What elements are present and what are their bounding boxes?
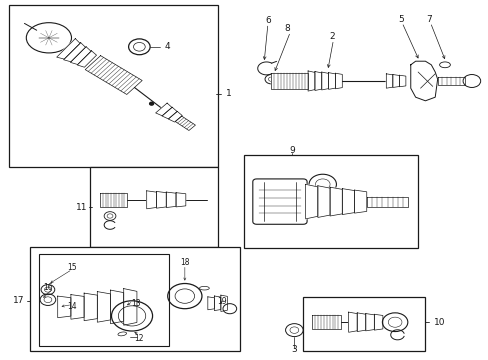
Circle shape [387, 317, 401, 327]
Polygon shape [311, 315, 341, 329]
Polygon shape [305, 184, 317, 219]
Circle shape [38, 30, 60, 46]
Text: 4: 4 [164, 42, 170, 51]
Polygon shape [386, 74, 392, 88]
Polygon shape [77, 51, 96, 67]
Polygon shape [71, 294, 84, 319]
Polygon shape [97, 292, 110, 322]
Polygon shape [176, 193, 185, 207]
Text: 12: 12 [134, 334, 144, 343]
Bar [39, 254, 168, 346]
Circle shape [382, 313, 407, 332]
Text: 15: 15 [67, 263, 77, 272]
Polygon shape [321, 72, 328, 90]
Polygon shape [155, 103, 172, 116]
Polygon shape [166, 192, 176, 207]
Polygon shape [100, 193, 127, 207]
Polygon shape [354, 190, 366, 213]
Text: 16: 16 [43, 284, 53, 292]
Ellipse shape [26, 23, 71, 53]
Text: 2: 2 [329, 32, 335, 41]
Polygon shape [271, 73, 307, 89]
Polygon shape [168, 111, 182, 122]
Polygon shape [365, 314, 374, 331]
Polygon shape [317, 186, 329, 217]
Bar [90, 167, 217, 247]
Text: 14: 14 [67, 302, 77, 311]
Text: 8: 8 [284, 24, 290, 33]
Polygon shape [437, 77, 464, 85]
Text: 17: 17 [13, 296, 24, 305]
Polygon shape [85, 56, 142, 94]
Circle shape [462, 75, 480, 87]
Polygon shape [348, 312, 356, 332]
Polygon shape [123, 289, 137, 325]
Text: 18: 18 [180, 258, 189, 266]
Polygon shape [214, 296, 221, 311]
Bar [9, 5, 217, 167]
Bar [244, 155, 417, 248]
Polygon shape [84, 293, 97, 321]
Polygon shape [146, 191, 156, 209]
Text: 1: 1 [225, 89, 231, 98]
Polygon shape [356, 313, 365, 332]
Text: 11: 11 [75, 202, 87, 212]
Polygon shape [374, 314, 382, 330]
FancyBboxPatch shape [252, 179, 306, 224]
Polygon shape [366, 197, 407, 207]
Polygon shape [392, 75, 399, 87]
Polygon shape [335, 73, 342, 89]
Polygon shape [410, 61, 437, 101]
Polygon shape [221, 295, 227, 311]
Bar [303, 297, 425, 351]
Bar [30, 247, 239, 351]
Polygon shape [162, 107, 177, 119]
Polygon shape [63, 43, 85, 62]
Polygon shape [110, 290, 123, 324]
Polygon shape [314, 72, 321, 90]
Polygon shape [58, 296, 71, 318]
Text: 10: 10 [433, 318, 445, 327]
Polygon shape [175, 116, 195, 130]
Text: 5: 5 [397, 15, 403, 24]
Text: 9: 9 [289, 146, 295, 155]
Polygon shape [156, 192, 166, 208]
Polygon shape [307, 71, 314, 91]
Polygon shape [328, 73, 335, 89]
Circle shape [149, 102, 153, 105]
Polygon shape [207, 297, 214, 310]
Text: 3: 3 [291, 346, 297, 354]
Polygon shape [70, 47, 91, 64]
Polygon shape [342, 189, 354, 215]
Polygon shape [329, 187, 342, 216]
Polygon shape [57, 39, 80, 59]
Text: 6: 6 [264, 17, 270, 26]
Text: 19: 19 [217, 297, 227, 306]
Polygon shape [399, 75, 405, 87]
Text: 13: 13 [131, 299, 141, 307]
Text: 7: 7 [426, 15, 431, 24]
